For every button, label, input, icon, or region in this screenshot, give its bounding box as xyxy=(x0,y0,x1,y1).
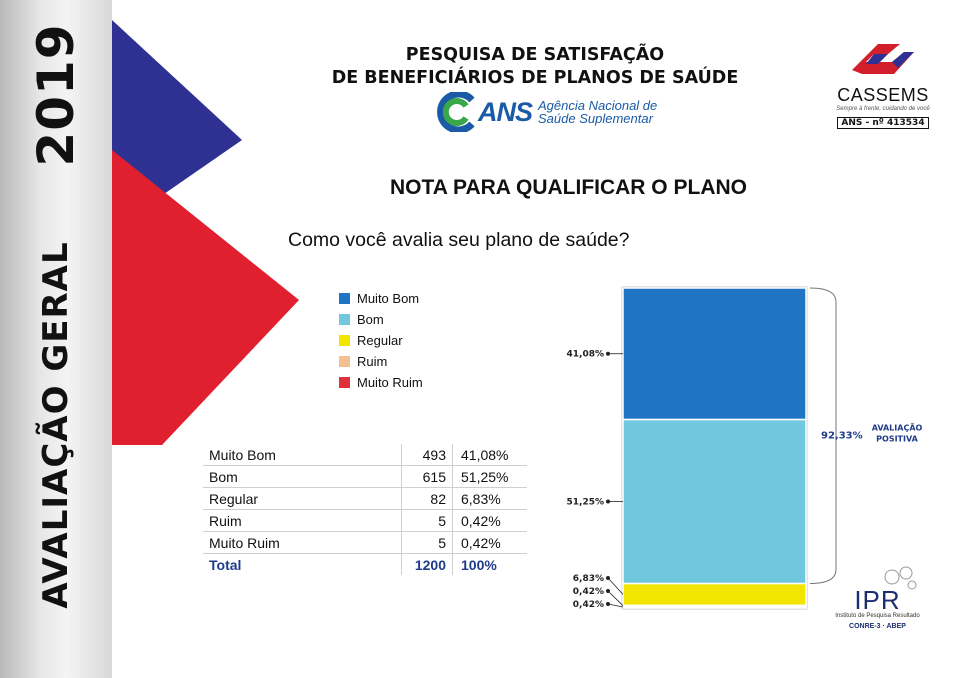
row-count: 493 xyxy=(401,444,453,466)
row-label: Ruim xyxy=(203,509,402,532)
ans-swirl-icon xyxy=(437,92,475,132)
legend-item-muito-ruim: Muito Ruim xyxy=(339,372,423,393)
legend-label: Ruim xyxy=(357,354,388,369)
data-label: 0,42% xyxy=(573,600,604,610)
cassems-tagline: Sempre à frente, cuidando de você xyxy=(836,106,930,112)
legend-swatch xyxy=(339,356,350,367)
legend-swatch xyxy=(339,314,350,325)
data-label: 6,83% xyxy=(573,574,604,584)
table-row: Ruim 5 0,42% xyxy=(203,509,527,532)
bar-segment-muito-bom xyxy=(622,287,807,421)
legend-label: Muito Ruim xyxy=(357,375,423,390)
cassems-logo: CASSEMS Sempre à frente, cuidando de voc… xyxy=(833,40,933,130)
cassems-arrow-icon xyxy=(852,44,914,74)
table-row: Muito Bom 493 41,08% xyxy=(203,444,527,466)
report-title: PESQUISA DE SATISFAÇÃO DE BENEFICIÁRIOS … xyxy=(330,44,740,90)
bracket-value: 92,33% xyxy=(821,431,863,442)
survey-question: Como você avalia seu plano de saúde? xyxy=(288,229,630,251)
red-diamond-shape xyxy=(112,150,299,445)
sidebar-title: AVALIAÇÃO GERAL xyxy=(36,241,76,609)
row-count: 615 xyxy=(401,465,453,488)
sidebar: 2019 AVALIAÇÃO GERAL xyxy=(0,0,112,678)
bracket-label-line2: POSITIVA xyxy=(876,435,918,444)
table-row: Bom 615 51,25% xyxy=(203,465,527,488)
ans-word: ANS xyxy=(478,96,533,127)
report-title-line1: PESQUISA DE SATISFAÇÃO xyxy=(405,45,665,65)
bar-frame xyxy=(621,286,808,610)
legend-swatch xyxy=(339,377,350,388)
legend-item-regular: Regular xyxy=(339,330,423,351)
chart-legend: Muito Bom Bom Regular Ruim Muito Ruim xyxy=(339,288,423,393)
row-percent: 6,83% xyxy=(452,487,527,510)
legend-label: Muito Bom xyxy=(357,291,420,306)
legend-item-muito-bom: Muito Bom xyxy=(339,288,423,309)
decorative-triangles xyxy=(112,20,299,445)
legend-item-ruim: Ruim xyxy=(339,351,423,372)
ipr-orgs: CONRE-3 · ABEP xyxy=(849,623,906,630)
row-label: Bom xyxy=(203,465,402,488)
sidebar-year: 2019 xyxy=(27,23,85,167)
total-label: Total xyxy=(209,556,242,573)
bracket-label-line1: AVALIAÇÃO xyxy=(872,423,923,433)
bar-segment-regular xyxy=(622,582,807,607)
stacked-bar-chart: 0,42% 0,42% 6,83% 51,25% 41,08% 92,33% AVALIAÇ… xyxy=(567,286,923,610)
row-percent: 51,25% xyxy=(452,465,527,488)
ipr-name: IPR xyxy=(854,585,901,615)
data-label: 51,25% xyxy=(567,497,605,507)
table-row: Regular 82 6,83% xyxy=(203,487,527,510)
ipr-logo: IPR Instituto de Pesquisa Resultado CONR… xyxy=(820,565,935,630)
ipr-subtitle: Instituto de Pesquisa Resultado xyxy=(835,613,920,619)
ans-agency-line2: Saúde Suplementar xyxy=(538,111,653,126)
row-count: 5 xyxy=(401,531,453,554)
row-label: Muito Bom xyxy=(203,444,402,466)
legend-label: Regular xyxy=(357,333,403,348)
row-percent: 0,42% xyxy=(452,531,527,554)
bar-segment-bom xyxy=(622,418,807,585)
row-percent: 0,42% xyxy=(452,509,527,532)
row-count: 5 xyxy=(401,509,453,532)
legend-label: Bom xyxy=(357,312,384,327)
legend-swatch xyxy=(339,335,350,346)
data-label-leader xyxy=(607,577,624,595)
ans-registration: ANS - nº 413534 xyxy=(837,117,929,129)
data-label-leader xyxy=(607,603,624,608)
row-percent: 41,08% xyxy=(452,444,527,466)
total-percent: 100% xyxy=(461,556,497,573)
legend-swatch xyxy=(339,293,350,304)
table-row: Muito Ruim 5 0,42% xyxy=(203,531,527,554)
ans-agency-line1: Agência Nacional de xyxy=(538,98,658,113)
total-count: 1200 xyxy=(401,553,453,575)
row-count: 82 xyxy=(401,487,453,510)
data-label: 0,42% xyxy=(573,587,604,597)
ans-agency: Agência Nacional de Saúde Suplementar xyxy=(538,99,657,125)
data-label: 41,08% xyxy=(567,350,605,360)
table-total-row: Total 1200 100% xyxy=(203,553,527,575)
report-title-line2: DE BENEFICIÁRIOS DE PLANOS DE SAÚDE xyxy=(331,68,739,88)
row-label: Muito Ruim xyxy=(203,531,402,554)
speech-bubbles-icon xyxy=(884,566,917,590)
cassems-name: CASSEMS xyxy=(837,85,929,105)
row-label: Regular xyxy=(203,487,402,510)
results-table: Muito Bom 493 41,08% Bom 615 51,25% Regu… xyxy=(203,444,527,575)
legend-item-bom: Bom xyxy=(339,309,423,330)
data-label-leader xyxy=(607,590,624,606)
positive-bracket xyxy=(809,287,837,584)
section-title: NOTA PARA QUALIFICAR O PLANO xyxy=(390,176,747,199)
ans-logo: ANS Agência Nacional de Saúde Suplementa… xyxy=(436,92,657,132)
